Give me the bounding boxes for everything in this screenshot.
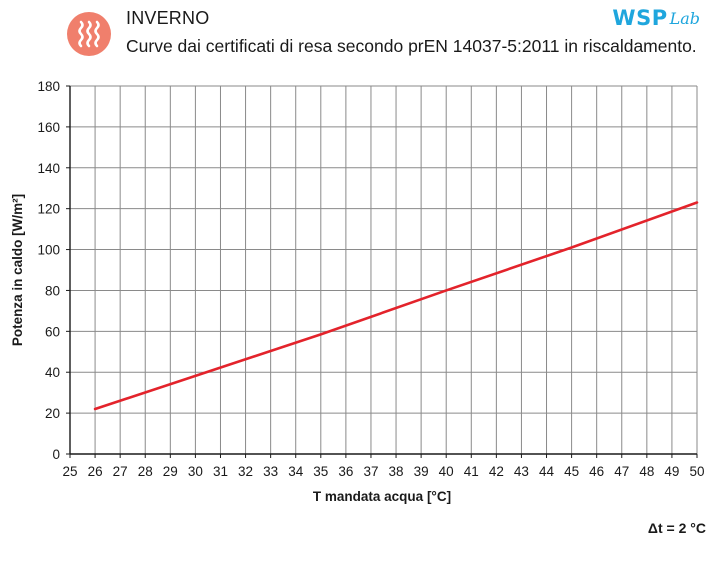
y-tick-label: 180 [37,79,60,94]
x-tick-label: 34 [288,464,304,479]
x-tick-label: 44 [539,464,555,479]
x-tick-label: 30 [188,464,203,479]
y-tick-label: 20 [45,406,60,421]
x-tick-label: 42 [489,464,504,479]
x-tick-label: 39 [414,464,429,479]
y-tick-label: 140 [37,161,60,176]
axes [66,85,698,458]
x-tick-label: 35 [313,464,328,479]
y-tick-label: 80 [45,283,60,298]
x-tick-label: 32 [238,464,253,479]
delta-t-annotation: Δt = 2 °C [647,520,706,536]
y-tick-label: 100 [37,243,60,258]
x-tick-label: 27 [113,464,128,479]
brand-logo-lab: Lab [669,9,700,28]
x-tick-label: 41 [464,464,479,479]
x-tick-label: 48 [639,464,654,479]
grid-lines [70,85,698,454]
y-axis-label-text: Potenza in caldo [W/m²] [10,194,25,346]
brand-logo-main: WSP [612,6,668,30]
x-tick-label: 31 [213,464,228,479]
x-tick-label: 50 [689,464,704,479]
tick-labels: 25 26 27 28 29 30 31 32 33 34 35 36 37 38 39 40 41 42 43 44… [37,79,704,479]
x-tick-label: 40 [439,464,454,479]
series-lines [93,201,699,411]
x-tick-label: 25 [62,464,77,479]
x-tick-label: 33 [263,464,278,479]
season-title: INVERNO [126,8,210,28]
x-tick-label: 28 [138,464,153,479]
x-tick-label: 49 [664,464,679,479]
series-line [93,201,699,411]
x-tick-label: 38 [389,464,404,479]
y-axis-label: Potenza in caldo [W/m²] [10,194,25,346]
y-tick-label: 160 [37,120,60,135]
x-tick-label: 36 [338,464,353,479]
chart-subtitle: Curve dai certificati di resa secondo pr… [126,36,697,56]
x-tick-label: 43 [514,464,529,479]
x-tick-label: 47 [614,464,629,479]
x-axis-label: T mandata acqua [°C] [313,489,451,504]
y-tick-label: 40 [45,365,60,380]
brand-logo: WSP Lab [612,5,700,29]
x-tick-label: 37 [363,464,378,479]
y-tick-label: 60 [45,324,60,339]
y-tick-label: 0 [52,447,60,462]
y-tick-label: 120 [37,202,60,217]
x-tick-label: 45 [564,464,579,479]
x-tick-label: 29 [163,464,178,479]
heating-waves-icon [67,12,111,56]
x-tick-label: 46 [589,464,604,479]
x-tick-label: 26 [88,464,103,479]
